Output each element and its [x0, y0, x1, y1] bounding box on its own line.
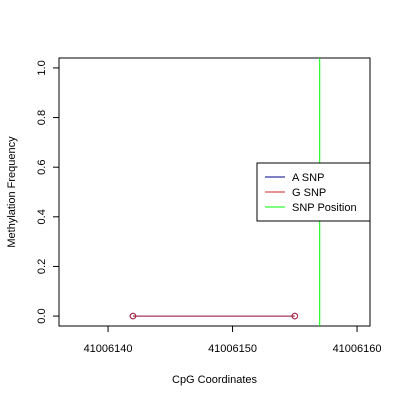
x-tick-label: 41006150 [208, 343, 257, 355]
y-tick-label: 0.2 [36, 259, 48, 274]
legend-label: SNP Position [292, 202, 357, 214]
x-tick-label: 41006140 [84, 343, 133, 355]
y-tick-label: 0.6 [36, 160, 48, 175]
legend-label: A SNP [292, 172, 324, 184]
y-tick-label: 0.0 [36, 308, 48, 323]
legend-box [256, 162, 371, 222]
y-tick-label: 0.4 [36, 209, 48, 224]
y-tick-label: 0.8 [36, 110, 48, 125]
data-point [129, 312, 137, 320]
x-tick-label: 41006160 [333, 343, 382, 355]
y-axis-label: Methylation Frequency [6, 136, 18, 248]
y-tick-label: 1.0 [36, 60, 48, 75]
legend-label: G SNP [292, 187, 326, 199]
x-axis-label: CpG Coordinates [172, 374, 257, 386]
data-point [291, 312, 299, 320]
